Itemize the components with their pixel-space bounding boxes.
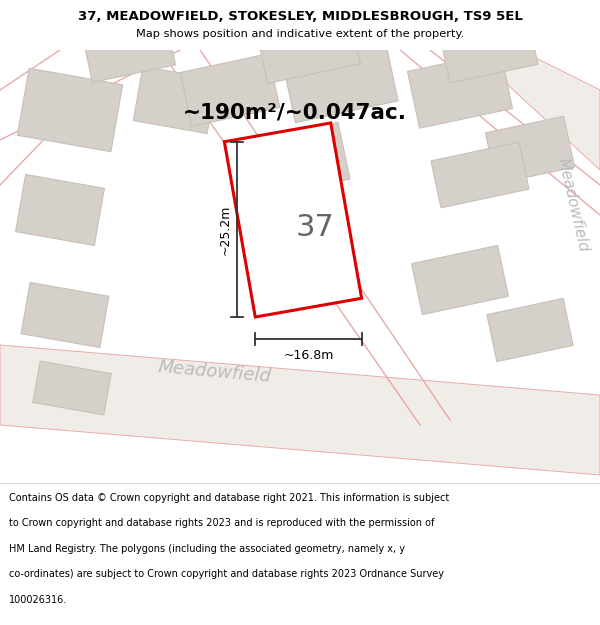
- Text: Meadowfield: Meadowfield: [555, 156, 591, 254]
- Text: HM Land Registry. The polygons (including the associated geometry, namely x, y: HM Land Registry. The polygons (includin…: [9, 544, 405, 554]
- Polygon shape: [33, 361, 111, 415]
- Text: Map shows position and indicative extent of the property.: Map shows position and indicative extent…: [136, 29, 464, 39]
- Polygon shape: [250, 122, 350, 198]
- Polygon shape: [487, 298, 573, 362]
- Polygon shape: [16, 174, 104, 246]
- Polygon shape: [407, 52, 512, 128]
- Text: ~190m²/~0.047ac.: ~190m²/~0.047ac.: [183, 102, 407, 122]
- Polygon shape: [21, 282, 109, 348]
- Polygon shape: [282, 38, 398, 122]
- Polygon shape: [470, 50, 600, 170]
- Polygon shape: [0, 345, 600, 475]
- Text: to Crown copyright and database rights 2023 and is reproduced with the permissio: to Crown copyright and database rights 2…: [9, 518, 434, 528]
- Polygon shape: [412, 246, 508, 314]
- Text: ~16.8m: ~16.8m: [283, 349, 334, 362]
- Polygon shape: [224, 123, 362, 317]
- Polygon shape: [133, 66, 217, 134]
- Text: 37, MEADOWFIELD, STOKESLEY, MIDDLESBROUGH, TS9 5EL: 37, MEADOWFIELD, STOKESLEY, MIDDLESBROUG…: [77, 10, 523, 23]
- Polygon shape: [442, 27, 538, 83]
- Polygon shape: [85, 28, 176, 82]
- Polygon shape: [431, 142, 529, 208]
- Text: co-ordinates) are subject to Crown copyright and database rights 2023 Ordnance S: co-ordinates) are subject to Crown copyr…: [9, 569, 444, 579]
- Text: Meadowfield: Meadowfield: [158, 358, 272, 386]
- Text: ~25.2m: ~25.2m: [218, 204, 231, 254]
- Polygon shape: [260, 26, 361, 84]
- Polygon shape: [180, 54, 280, 126]
- Polygon shape: [485, 116, 575, 184]
- Text: 100026316.: 100026316.: [9, 594, 67, 604]
- Polygon shape: [17, 68, 122, 152]
- Text: 37: 37: [296, 214, 334, 243]
- Text: Contains OS data © Crown copyright and database right 2021. This information is : Contains OS data © Crown copyright and d…: [9, 493, 449, 503]
